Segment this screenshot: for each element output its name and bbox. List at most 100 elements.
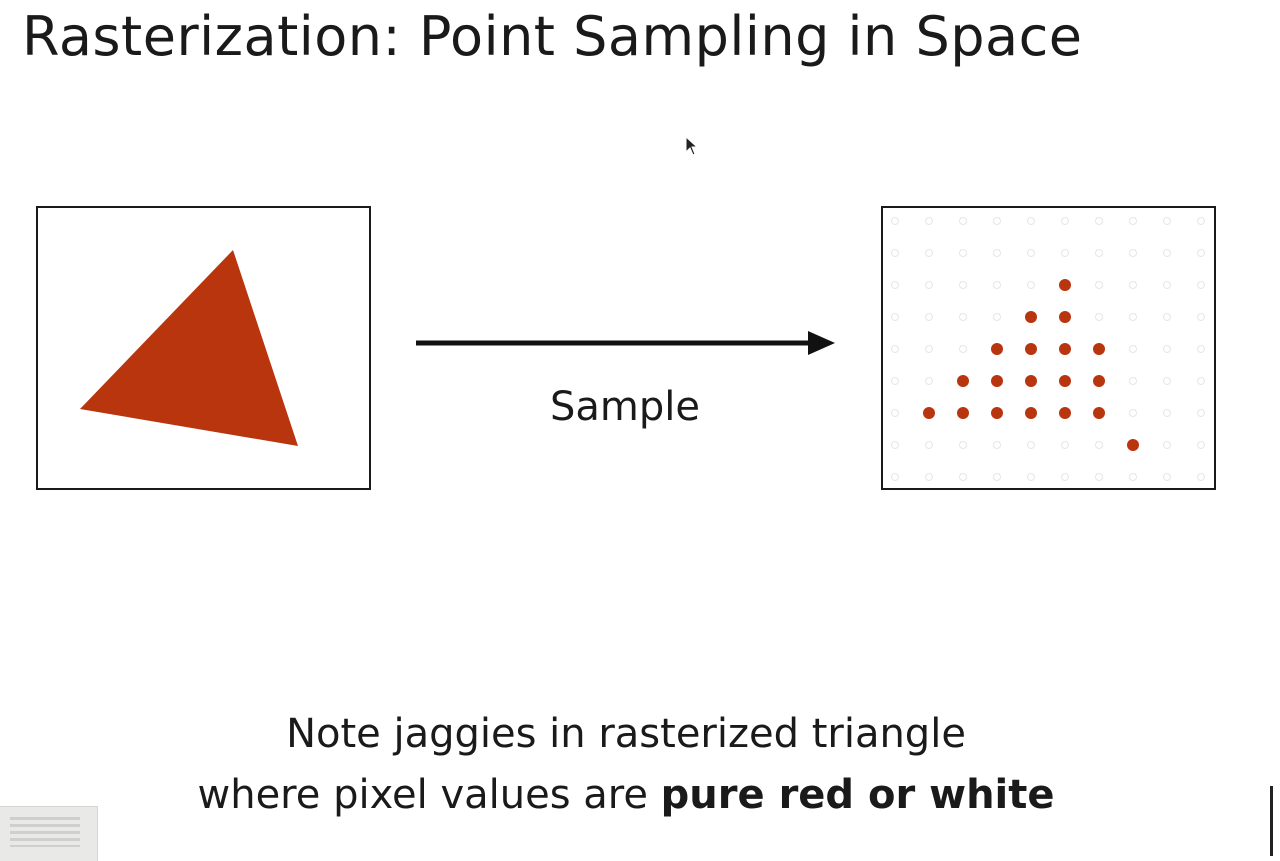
sample-point-empty xyxy=(959,249,967,257)
sample-point-empty xyxy=(925,441,933,449)
sample-point-filled xyxy=(1059,407,1071,419)
sample-point-empty xyxy=(1163,377,1171,385)
sample-point-empty xyxy=(1163,217,1171,225)
sample-point-empty xyxy=(993,249,1001,257)
sample-point-empty xyxy=(993,313,1001,321)
caption: Note jaggies in rasterized triangle wher… xyxy=(0,704,1252,826)
sample-point-empty xyxy=(1129,217,1137,225)
sample-point-filled xyxy=(991,407,1003,419)
sample-point-filled xyxy=(991,375,1003,387)
sample-point-filled xyxy=(957,375,969,387)
sample-point-filled xyxy=(1093,375,1105,387)
sample-point-empty xyxy=(1197,217,1205,225)
caption-line-1: Note jaggies in rasterized triangle xyxy=(286,711,966,757)
sample-point-empty xyxy=(925,249,933,257)
corner-thumbnail xyxy=(0,806,98,861)
sample-point-filled xyxy=(1059,343,1071,355)
sample-point-empty xyxy=(959,473,967,481)
sample-point-empty xyxy=(891,473,899,481)
sample-point-empty xyxy=(1129,249,1137,257)
sample-point-empty xyxy=(891,313,899,321)
sample-point-empty xyxy=(891,409,899,417)
sample-point-filled xyxy=(957,407,969,419)
sample-point-empty xyxy=(891,441,899,449)
mouse-cursor-icon xyxy=(685,136,699,156)
sample-point-filled xyxy=(1059,375,1071,387)
sample-point-empty xyxy=(1129,313,1137,321)
sample-point-empty xyxy=(959,313,967,321)
sample-point-empty xyxy=(1095,217,1103,225)
sample-point-empty xyxy=(1027,473,1035,481)
sample-point-empty xyxy=(1027,217,1035,225)
sample-point-empty xyxy=(925,313,933,321)
sample-point-empty xyxy=(1061,441,1069,449)
sample-point-empty xyxy=(993,441,1001,449)
sample-point-empty xyxy=(1197,249,1205,257)
sample-point-empty xyxy=(1129,377,1137,385)
sample-point-empty xyxy=(1129,345,1137,353)
right-arrow-icon xyxy=(416,331,835,355)
triangle-illustration xyxy=(80,250,298,446)
sample-point-empty xyxy=(1163,249,1171,257)
sampled-grid-panel xyxy=(881,206,1216,490)
continuous-triangle-panel xyxy=(36,206,371,490)
sample-point-empty xyxy=(1129,409,1137,417)
sample-point-empty xyxy=(1163,281,1171,289)
sample-point-empty xyxy=(1197,473,1205,481)
sample-point-empty xyxy=(1027,281,1035,289)
sample-point-filled xyxy=(1059,279,1071,291)
sample-point-filled xyxy=(1093,343,1105,355)
sample-point-empty xyxy=(1163,313,1171,321)
caption-line-2-prefix: where pixel values are xyxy=(197,772,661,818)
sample-point-empty xyxy=(959,281,967,289)
sample-point-empty xyxy=(1061,249,1069,257)
sample-point-empty xyxy=(1197,377,1205,385)
sample-point-filled xyxy=(1127,439,1139,451)
sample-point-empty xyxy=(891,345,899,353)
sample-point-empty xyxy=(1027,441,1035,449)
sample-point-empty xyxy=(1061,217,1069,225)
sample-point-filled xyxy=(991,343,1003,355)
sample-point-empty xyxy=(891,377,899,385)
sample-point-empty xyxy=(1197,345,1205,353)
sample-point-empty xyxy=(1197,441,1205,449)
sample-points-grid xyxy=(891,217,1205,481)
sample-point-filled xyxy=(1059,311,1071,323)
sample-point-empty xyxy=(1163,345,1171,353)
sample-point-empty xyxy=(1197,281,1205,289)
sample-point-empty xyxy=(925,281,933,289)
sample-point-empty xyxy=(925,345,933,353)
sample-point-empty xyxy=(1027,249,1035,257)
sample-point-empty xyxy=(1095,313,1103,321)
red-triangle xyxy=(80,250,298,446)
sample-point-empty xyxy=(925,217,933,225)
sample-point-empty xyxy=(993,217,1001,225)
sample-point-empty xyxy=(1129,473,1137,481)
sample-point-empty xyxy=(1095,249,1103,257)
sample-point-empty xyxy=(959,441,967,449)
edge-mark xyxy=(1270,786,1280,856)
caption-emphasis: pure red or white xyxy=(660,772,1055,818)
sample-label: Sample xyxy=(550,384,700,430)
caption-line-2: where pixel values are pure red or white xyxy=(0,765,1252,826)
sample-point-empty xyxy=(1163,441,1171,449)
sample-point-filled xyxy=(1025,343,1037,355)
sample-point-empty xyxy=(925,473,933,481)
sample-point-filled xyxy=(1025,311,1037,323)
sample-point-empty xyxy=(1129,281,1137,289)
sample-point-empty xyxy=(1061,473,1069,481)
sample-point-empty xyxy=(959,217,967,225)
sample-point-empty xyxy=(891,281,899,289)
sample-point-empty xyxy=(959,345,967,353)
sample-point-empty xyxy=(1197,313,1205,321)
sample-point-empty xyxy=(1095,281,1103,289)
sample-point-empty xyxy=(993,281,1001,289)
sample-point-filled xyxy=(1025,407,1037,419)
sample-point-empty xyxy=(1163,409,1171,417)
sample-point-empty xyxy=(891,249,899,257)
sample-point-filled xyxy=(923,407,935,419)
sample-point-empty xyxy=(1197,409,1205,417)
sample-point-empty xyxy=(925,377,933,385)
sample-point-empty xyxy=(891,217,899,225)
